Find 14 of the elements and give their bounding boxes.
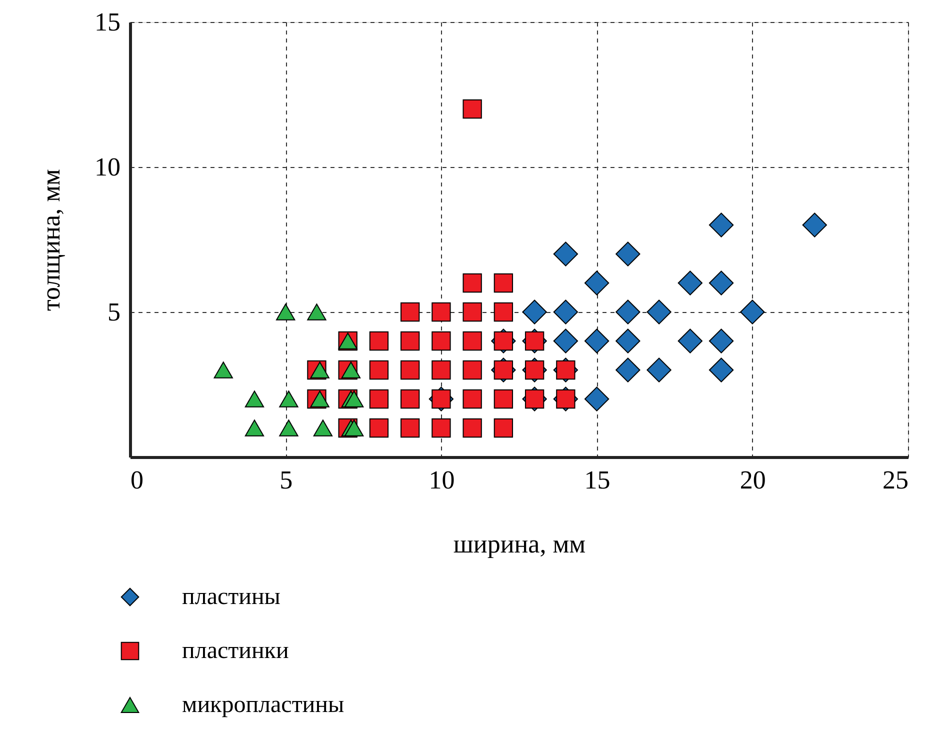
- y-axis-title: толщина, мм: [36, 169, 66, 311]
- x-tick-label: 10: [428, 466, 455, 494]
- legend-label: пластины: [182, 584, 280, 610]
- x-tick-label: 5: [280, 466, 293, 494]
- x-tick-label: 25: [882, 466, 908, 494]
- y-tick-label: 15: [94, 8, 120, 36]
- x-axis-title: ширина, мм: [453, 530, 586, 558]
- x-tick-label: 15: [584, 466, 610, 494]
- x-tick-label: 20: [740, 466, 766, 494]
- legend-label: пластинки: [182, 638, 289, 664]
- y-tick-label: 10: [94, 152, 120, 182]
- x-tick-label: 0: [130, 466, 144, 494]
- y-tick-label: 5: [108, 298, 120, 326]
- legend-label: микропластины: [182, 692, 344, 718]
